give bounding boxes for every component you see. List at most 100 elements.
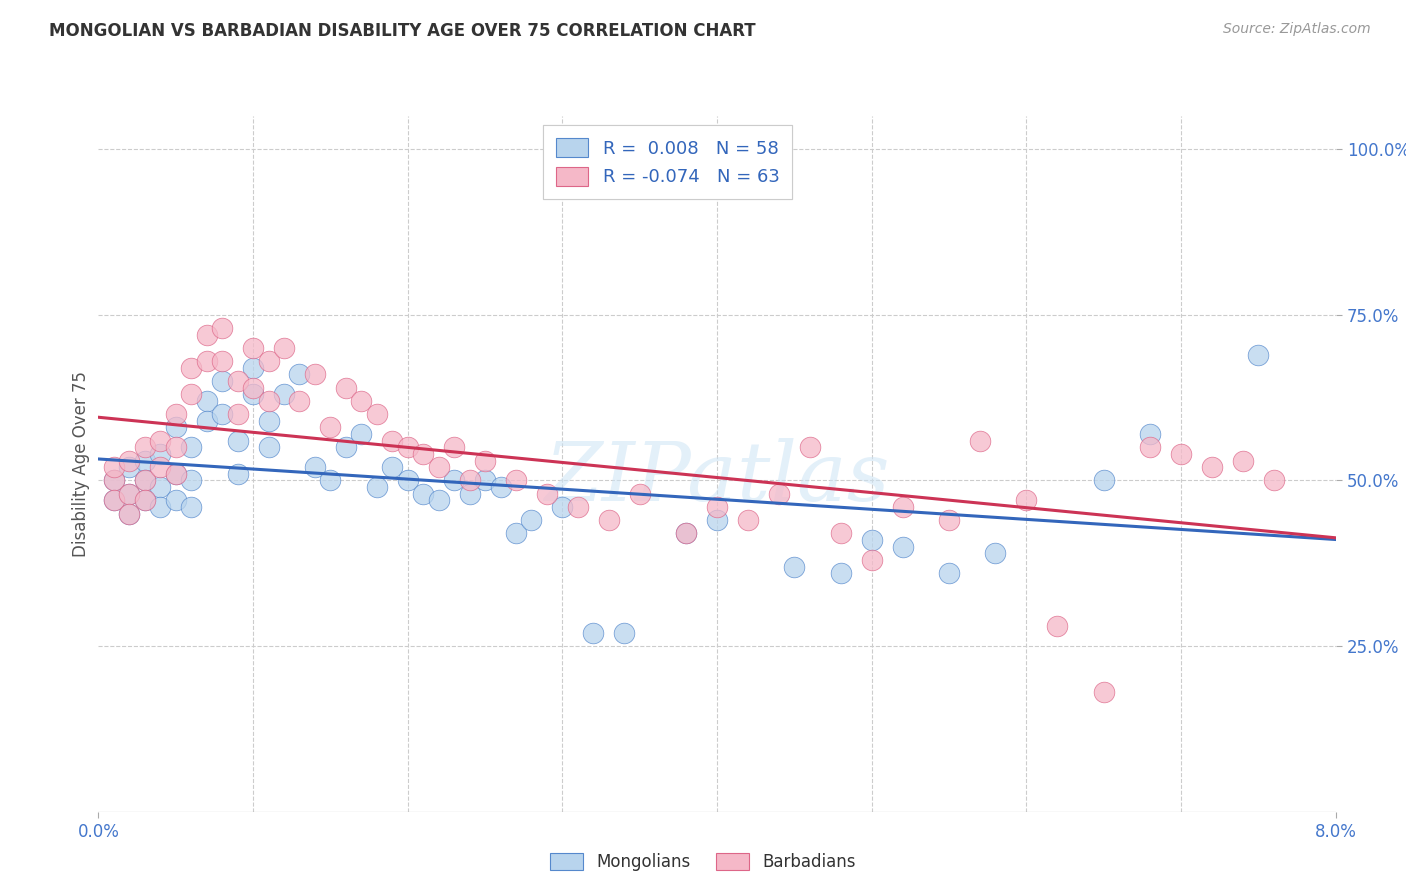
Point (195, 354, 218, 368)
Point (474, 453, 496, 467)
Point (1139, 440, 1161, 454)
Point (891, 500, 914, 514)
Point (118, 460, 141, 475)
Point (860, 533, 883, 547)
Point (860, 553, 883, 567)
Point (366, 407, 388, 421)
Point (165, 407, 187, 421)
Point (211, 354, 233, 368)
Point (242, 360, 264, 375)
Point (134, 493, 156, 508)
Point (180, 500, 202, 514)
Point (149, 480, 172, 494)
Point (598, 513, 620, 527)
Point (165, 493, 187, 508)
Point (165, 467, 187, 481)
Point (103, 474, 125, 488)
Point (226, 374, 249, 388)
Point (304, 460, 326, 475)
Point (938, 513, 960, 527)
Point (134, 453, 156, 467)
Text: Source: ZipAtlas.com: Source: ZipAtlas.com (1223, 22, 1371, 37)
Point (938, 566, 960, 581)
Point (257, 393, 280, 408)
Point (768, 486, 790, 500)
Point (1201, 460, 1223, 475)
Point (257, 440, 280, 454)
Point (443, 474, 465, 488)
Point (165, 440, 187, 454)
Point (830, 566, 852, 581)
Point (180, 360, 202, 375)
Legend: Mongolians, Barbadians: Mongolians, Barbadians (541, 845, 865, 880)
Point (103, 474, 125, 488)
Point (737, 513, 759, 527)
Point (242, 387, 264, 401)
Point (551, 500, 574, 514)
Point (273, 341, 295, 355)
Point (118, 453, 141, 467)
Point (366, 480, 388, 494)
Point (134, 493, 156, 508)
Point (335, 381, 357, 395)
Point (195, 327, 218, 342)
Point (226, 407, 249, 421)
Point (226, 434, 249, 448)
Point (211, 374, 233, 388)
Point (1247, 347, 1270, 361)
Point (520, 513, 543, 527)
Point (288, 393, 311, 408)
Point (412, 447, 434, 461)
Point (149, 434, 172, 448)
Point (165, 420, 187, 434)
Point (335, 440, 357, 454)
Point (396, 474, 419, 488)
Point (613, 625, 636, 640)
Point (582, 625, 605, 640)
Point (165, 467, 187, 481)
Text: MONGOLIAN VS BARBADIAN DISABILITY AGE OVER 75 CORRELATION CHART: MONGOLIAN VS BARBADIAN DISABILITY AGE OV… (49, 22, 756, 40)
Point (799, 440, 821, 454)
Point (427, 493, 450, 508)
Point (628, 486, 651, 500)
Point (396, 440, 419, 454)
Point (180, 440, 202, 454)
Point (149, 460, 172, 475)
Point (350, 393, 373, 408)
Point (211, 321, 233, 335)
Point (783, 559, 806, 574)
Point (118, 507, 141, 521)
Point (103, 493, 125, 508)
Point (969, 434, 991, 448)
Point (134, 440, 156, 454)
Point (319, 474, 342, 488)
Point (536, 486, 558, 500)
Point (381, 434, 404, 448)
Point (350, 427, 373, 442)
Point (1139, 427, 1161, 442)
Y-axis label: Disability Age Over 75: Disability Age Over 75 (72, 371, 90, 557)
Point (458, 486, 481, 500)
Point (891, 540, 914, 554)
Point (180, 387, 202, 401)
Point (149, 447, 172, 461)
Point (1046, 619, 1069, 633)
Point (103, 460, 125, 475)
Point (706, 513, 728, 527)
Point (195, 393, 218, 408)
Point (319, 420, 342, 434)
Point (675, 526, 697, 541)
Point (257, 354, 280, 368)
Point (1092, 685, 1115, 699)
Point (505, 474, 527, 488)
Point (706, 500, 728, 514)
Point (567, 500, 589, 514)
Point (118, 486, 141, 500)
Point (226, 467, 249, 481)
Point (195, 414, 218, 428)
Point (134, 474, 156, 488)
Point (103, 493, 125, 508)
Point (1170, 447, 1192, 461)
Point (257, 414, 280, 428)
Point (984, 546, 1007, 560)
